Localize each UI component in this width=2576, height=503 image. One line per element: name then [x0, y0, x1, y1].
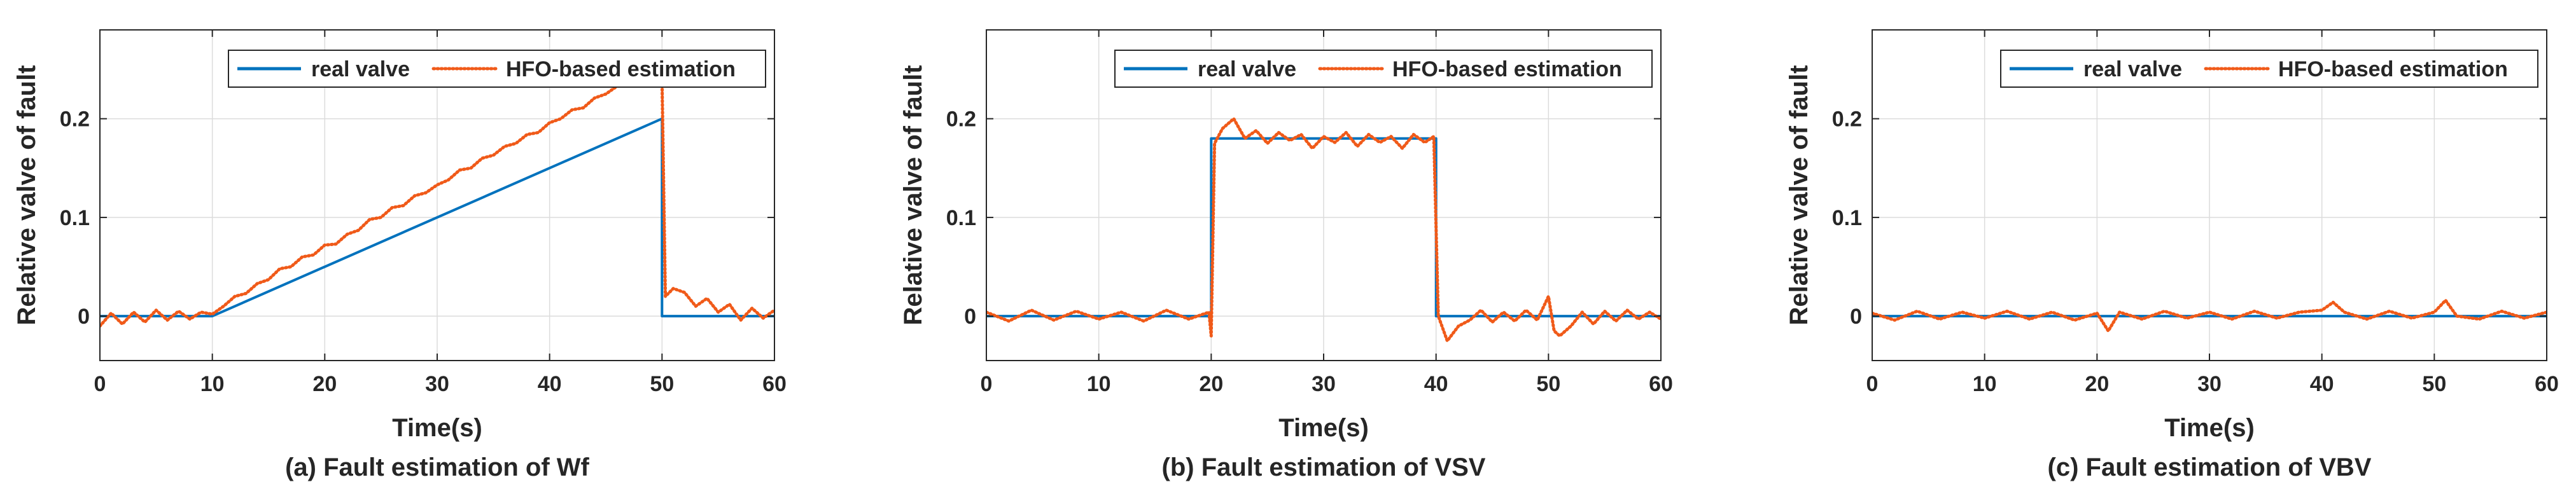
x-tick-label: 40	[1424, 372, 1448, 396]
x-tick-label: 0	[981, 372, 993, 396]
x-axis-label: Time(s)	[2164, 414, 2255, 442]
y-tick-label: 0	[78, 305, 90, 329]
x-tick-label: 30	[425, 372, 449, 396]
legend-label-estimation: HFO-based estimation	[1392, 57, 1622, 81]
legend-label-estimation: HFO-based estimation	[2278, 57, 2508, 81]
y-axis-label: Relative valve of fault	[899, 65, 927, 325]
legend-label-real: real valve	[1198, 57, 1296, 81]
x-tick-label: 20	[2085, 372, 2109, 396]
x-tick-label: 0	[1866, 372, 1879, 396]
x-axis-label: Time(s)	[392, 414, 482, 442]
y-tick-label: 0.1	[946, 206, 976, 230]
x-tick-label: 20	[312, 372, 337, 396]
x-tick-label: 20	[1199, 372, 1223, 396]
estimation-line	[1872, 298, 2547, 333]
x-tick-label: 40	[538, 372, 562, 396]
y-tick-label: 0.1	[1832, 206, 1862, 230]
x-tick-label: 40	[2310, 372, 2334, 396]
x-axis-label: Time(s)	[1278, 414, 1369, 442]
estimation-line	[986, 117, 1661, 343]
panel-b: 0 10 20 30 40 50 60 0 0.1 0.2 Time(s) Relative valv…	[899, 29, 1673, 481]
y-tick-label: 0.2	[60, 107, 90, 132]
legend-label-real: real valve	[311, 57, 410, 81]
x-tick-label: 60	[1649, 372, 1673, 396]
x-tick-label: 0	[94, 372, 106, 396]
estimation-line	[100, 56, 774, 328]
legend-label-real: real valve	[2083, 57, 2182, 81]
x-tick-label: 10	[1973, 372, 1997, 396]
panel-caption-a: (a) Fault estimation of Wf	[285, 453, 589, 481]
x-tick-label: 10	[200, 372, 225, 396]
panel-c: 0 10 20 30 40 50 60 0 0.1 0.2 Time(s) Relative valv…	[1785, 29, 2559, 481]
x-tick-label: 50	[650, 372, 674, 396]
x-tick-label: 10	[1087, 372, 1111, 396]
y-tick-label: 0.2	[1832, 107, 1862, 132]
x-tick-label: 30	[2197, 372, 2222, 396]
panel-caption-c: (c) Fault estimation of VBV	[2048, 453, 2372, 481]
x-tick-label: 30	[1312, 372, 1336, 396]
y-tick-label: 0	[964, 305, 976, 329]
y-tick-label: 0.1	[60, 206, 90, 230]
panel-a: 0 10 20 30 40 50 60 0 0.1 0.2 Time(s) Relative valv…	[13, 29, 787, 481]
x-tick-label: 60	[762, 372, 787, 396]
x-tick-label: 60	[2535, 372, 2559, 396]
x-tick-label: 50	[1536, 372, 1560, 396]
y-tick-label: 0.2	[946, 107, 976, 132]
y-axis-label: Relative valve of fault	[1785, 65, 1813, 325]
y-axis-label: Relative valve of fault	[13, 65, 41, 325]
legend-label-estimation: HFO-based estimation	[506, 57, 736, 81]
y-tick-label: 0	[1850, 305, 1862, 329]
panel-caption-b: (b) Fault estimation of VSV	[1162, 453, 1486, 481]
x-tick-label: 50	[2422, 372, 2446, 396]
